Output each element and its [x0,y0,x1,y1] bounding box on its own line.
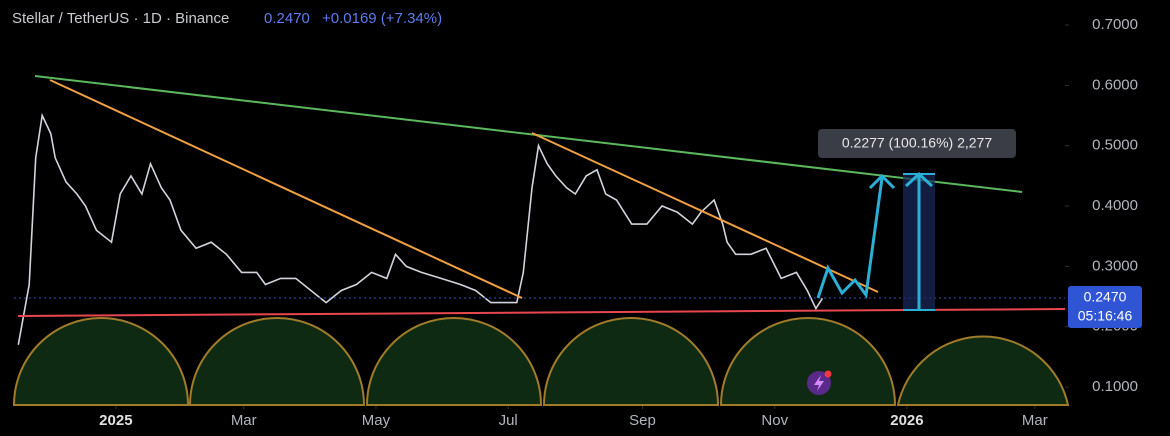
alert-icon-bolt [814,375,824,391]
header-change: +0.0169 (+7.34%) [322,10,442,27]
price-label: 0.2470 [1084,289,1127,305]
y-tick-label: 0.3000 [1092,257,1138,274]
resistance-line [34,75,1023,193]
trend-line [49,79,523,299]
cycle-arc [542,317,720,406]
x-tick-label: May [362,412,391,429]
cycle-arcs [12,317,1070,406]
series [17,112,824,345]
trend-line [531,132,879,293]
x-tick-label: Nov [761,412,788,429]
annotation: 0.2277 (100.16%) 2,277 [842,135,992,151]
annotation-box [818,129,1016,158]
cycle-arc [896,335,1070,406]
x-tick-label: 2026 [890,412,923,429]
y-tick-label: 0.5000 [1092,137,1138,154]
y-tick-label: 0.7000 [1092,16,1138,33]
support-line [17,308,1066,317]
y-tick-label: 0.6000 [1092,76,1138,93]
cycle-arc [365,317,543,406]
x-tick-label: Mar [1022,412,1048,429]
cycle-arc [12,317,190,406]
y-tick-label: 0.4000 [1092,197,1138,214]
x-tick-label: Sep [629,412,656,429]
chart-title: Stellar / TetherUS · 1D · Binance [12,10,229,27]
cycle-arc [188,317,366,406]
x-tick-label: Mar [231,412,257,429]
header-price: 0.2470 [264,10,310,27]
alert-dot [824,370,832,378]
price-line [17,112,824,345]
x-tick-label: Jul [499,412,518,429]
y-tick-label: 0.1000 [1092,378,1138,395]
ticks: 0.10000.20000.30000.40000.50000.60000.70… [99,16,1138,429]
countdown: 05:16:46 [1078,308,1133,324]
x-tick-label: 2025 [99,412,132,429]
price-label-box [1068,286,1142,328]
projection-arrow [868,173,896,190]
projection-path [816,177,884,299]
cycle-arc [719,317,897,406]
